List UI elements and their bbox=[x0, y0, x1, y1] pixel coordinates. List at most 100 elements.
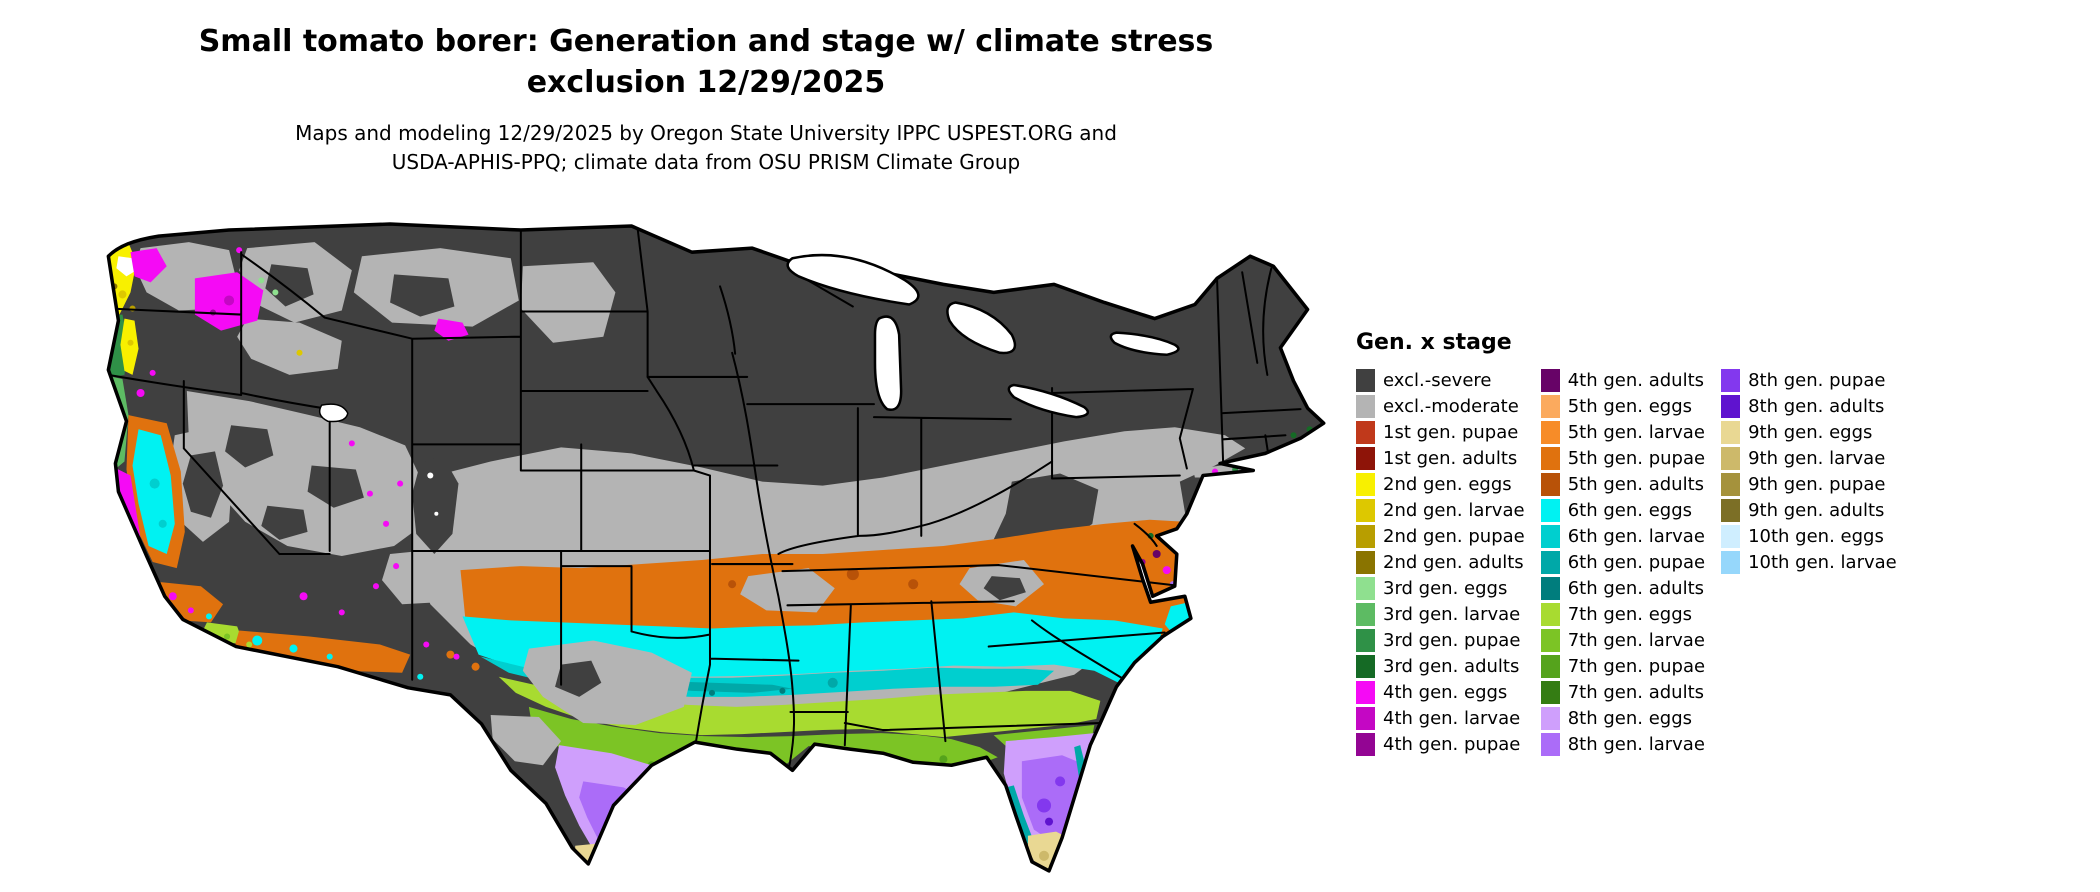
legend-swatch-gen8_pupae bbox=[1721, 368, 1741, 392]
legend-swatch-gen7_eggs bbox=[1540, 602, 1560, 626]
legend-label-gen9_larvae: 9th gen. larvae bbox=[1748, 447, 1886, 469]
map-region-excl_moderate bbox=[740, 568, 835, 613]
legend-label-gen9_pupae: 9th gen. pupae bbox=[1748, 473, 1886, 495]
legend-column-3: 8th gen. pupae 8th gen. adults 9th gen. eg… bbox=[1721, 367, 1897, 575]
subtitle-line1: Maps and modeling 12/29/2025 by Oregon S… bbox=[295, 121, 1117, 145]
legend-item-gen9_pupae: 9th gen. pupae bbox=[1721, 471, 1897, 497]
map-region-gen4_eggs bbox=[453, 653, 460, 660]
map-region-gen6_larvae bbox=[149, 478, 160, 489]
legend-column-2: 4th gen. adults 5th gen. eggs 5th gen. lar… bbox=[1540, 367, 1706, 757]
legend-swatch-gen8_larvae bbox=[1540, 732, 1560, 756]
legend-column-1: excl.-severe excl.-moderate 1st gen. pupae… bbox=[1356, 367, 1525, 757]
legend-title: Gen. x stage bbox=[1356, 330, 1512, 355]
legend-item-gen6_larvae: 6th gen. larvae bbox=[1540, 523, 1705, 549]
map-region-gen7_eggs bbox=[246, 641, 253, 648]
legend-label-gen6_pupae: 6th gen. pupae bbox=[1567, 551, 1706, 573]
map-region-gen4_eggs bbox=[397, 480, 404, 487]
state-boundaries bbox=[108, 227, 1302, 767]
map-region-gen6_eggs bbox=[326, 653, 333, 660]
legend-swatch-gen4_pupae bbox=[1356, 732, 1375, 756]
legend-swatch-gen2_pupae bbox=[1356, 524, 1375, 548]
map-region-gen5_pupae bbox=[446, 650, 455, 659]
legend-swatch-gen3_larvae bbox=[1356, 602, 1375, 626]
map-region-gen10_larvae bbox=[1021, 878, 1027, 884]
legend-swatch-gen10_larvae bbox=[1721, 550, 1741, 574]
legend-label-gen2_eggs: 2nd gen. eggs bbox=[1383, 473, 1512, 495]
legend-item-gen4_larvae: 4th gen. larvae bbox=[1356, 705, 1525, 731]
legend-item-gen7_adults: 7th gen. adults bbox=[1540, 679, 1705, 705]
legend-label-gen8_larvae: 8th gen. larvae bbox=[1567, 733, 1705, 755]
legend: Gen. x stage excl.-severe excl.-moderate 1… bbox=[1356, 330, 1897, 757]
legend-swatch-gen1_adults bbox=[1356, 446, 1375, 470]
legend-label-gen9_adults: 9th gen. adults bbox=[1748, 499, 1885, 521]
legend-swatch-gen9_pupae bbox=[1721, 472, 1741, 496]
map-region-excl_moderate bbox=[490, 714, 562, 766]
legend-label-gen7_eggs: 7th gen. eggs bbox=[1567, 603, 1693, 625]
map-region-gen8_adults bbox=[1045, 817, 1054, 826]
map-region-gen4_adults bbox=[1152, 549, 1161, 559]
map-raster-layers bbox=[108, 224, 1324, 884]
legend-swatch-gen6_adults bbox=[1540, 576, 1560, 600]
legend-label-gen6_adults: 6th gen. adults bbox=[1567, 577, 1705, 599]
map-region-gen4_pupae bbox=[137, 591, 144, 598]
legend-label-gen8_eggs: 8th gen. eggs bbox=[1567, 707, 1693, 729]
legend-label-gen2_pupae: 2nd gen. pupae bbox=[1383, 525, 1525, 547]
legend-item-gen7_eggs: 7th gen. eggs bbox=[1540, 601, 1705, 627]
legend-label-gen5_larvae: 5th gen. larvae bbox=[1567, 421, 1705, 443]
legend-label-gen6_larvae: 6th gen. larvae bbox=[1567, 525, 1705, 547]
legend-label-gen9_eggs: 9th gen. eggs bbox=[1748, 421, 1873, 443]
legend-label-gen8_pupae: 8th gen. pupae bbox=[1748, 369, 1886, 391]
map-region-gen4_eggs bbox=[366, 490, 373, 497]
legend-label-gen5_pupae: 5th gen. pupae bbox=[1567, 447, 1706, 469]
page-title-line2: exclusion 12/29/2025 bbox=[526, 64, 886, 100]
legend-label-gen10_larvae: 10th gen. larvae bbox=[1748, 551, 1897, 573]
legend-swatch-gen3_adults bbox=[1356, 654, 1375, 678]
map-region-gen4_eggs bbox=[348, 440, 355, 447]
legend-swatch-gen1_pupae bbox=[1356, 420, 1375, 444]
map-region-gen2_eggs bbox=[120, 318, 139, 375]
legend-item-gen5_adults: 5th gen. adults bbox=[1540, 471, 1705, 497]
map-region-gen4_adults bbox=[125, 550, 132, 558]
map-region-gen6_adults bbox=[708, 689, 716, 696]
map-region-gen6_eggs bbox=[289, 644, 298, 653]
map-region-excl_severe bbox=[412, 455, 459, 554]
legend-label-gen10_eggs: 10th gen. eggs bbox=[1748, 525, 1884, 547]
map-region-gen4_eggs bbox=[187, 607, 194, 614]
map-region-gen3_adults bbox=[109, 410, 116, 417]
legend-label-gen1_pupae: 1st gen. pupae bbox=[1383, 421, 1519, 443]
legend-swatch-gen5_larvae bbox=[1540, 420, 1560, 444]
map-region-excl_moderate bbox=[520, 262, 616, 343]
map-region-gen3_eggs bbox=[272, 289, 279, 296]
map-region-excl_moderate bbox=[382, 549, 451, 605]
legend-swatch-gen2_eggs bbox=[1356, 472, 1375, 496]
legend-item-gen9_eggs: 9th gen. eggs bbox=[1721, 419, 1897, 445]
legend-swatch-gen4_eggs bbox=[1356, 680, 1375, 704]
legend-label-gen4_adults: 4th gen. adults bbox=[1567, 369, 1705, 391]
legend-item-gen1_adults: 1st gen. adults bbox=[1356, 445, 1525, 471]
legend-item-gen2_pupae: 2nd gen. pupae bbox=[1356, 523, 1525, 549]
legend-swatch-gen5_adults bbox=[1540, 472, 1560, 496]
legend-swatch-gen7_adults bbox=[1540, 680, 1560, 704]
legend-item-gen7_larvae: 7th gen. larvae bbox=[1540, 627, 1705, 653]
map-region-gen4_eggs bbox=[168, 592, 177, 601]
legend-item-gen5_eggs: 5th gen. eggs bbox=[1540, 393, 1705, 419]
legend-label-gen3_larvae: 3rd gen. larvae bbox=[1383, 603, 1521, 625]
map-region-excl_severe bbox=[182, 451, 224, 518]
lakes bbox=[318, 253, 1180, 423]
map-region-gen6_eggs bbox=[205, 613, 212, 620]
map-region-gen4_eggs bbox=[1162, 566, 1171, 575]
legend-item-gen4_pupae: 4th gen. pupae bbox=[1356, 731, 1525, 757]
legend-label-gen1_adults: 1st gen. adults bbox=[1383, 447, 1518, 469]
map-region-gen5_pupae bbox=[471, 662, 480, 671]
legend-item-gen5_larvae: 5th gen. larvae bbox=[1540, 419, 1705, 445]
map-region-gen6_larvae bbox=[158, 519, 167, 528]
map-region-gen5_pupae bbox=[460, 519, 1193, 637]
legend-swatch-gen9_adults bbox=[1721, 498, 1741, 522]
map-region-excl_severe bbox=[261, 505, 308, 540]
map-region-gen4_eggs bbox=[149, 369, 156, 376]
legend-label-excl_severe: excl.-severe bbox=[1383, 369, 1492, 391]
legend-item-gen6_pupae: 6th gen. pupae bbox=[1540, 549, 1706, 575]
legend-item-gen8_pupae: 8th gen. pupae bbox=[1721, 367, 1897, 393]
map-region-gen5_adults bbox=[846, 568, 859, 581]
map-region-excl_severe bbox=[225, 425, 274, 468]
